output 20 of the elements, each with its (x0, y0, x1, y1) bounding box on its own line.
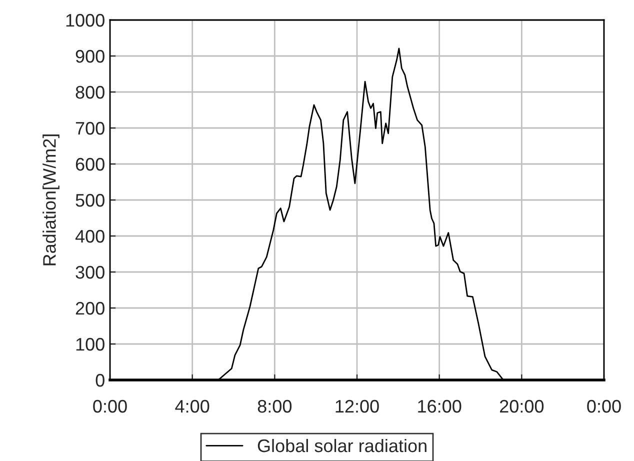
y-tick-label: 400 (75, 230, 104, 243)
x-tick-label: 20:00 (500, 400, 544, 413)
y-tick-label: 600 (76, 158, 104, 171)
y-tick-label: 100 (76, 338, 104, 351)
x-tick-label: 0:00 (93, 400, 127, 413)
y-tick-label: 500 (76, 194, 104, 207)
y-tick-label: 0 (96, 374, 104, 387)
y-tick-label: 300 (76, 266, 104, 279)
y-axis-title: Radiation[W/m2] (42, 134, 60, 266)
y-tick-label: 800 (76, 86, 104, 99)
y-tick-label: 200 (76, 302, 104, 315)
x-tick-label: 0:00 (587, 400, 621, 413)
y-tick-label: 1000 (66, 14, 104, 27)
x-tick-label: 16:00 (418, 400, 462, 413)
y-tick-label: 900 (76, 50, 104, 63)
y-tick-label: 700 (76, 122, 104, 135)
x-tick-label: 8:00 (258, 400, 292, 413)
x-tick-label: 4:00 (175, 400, 210, 413)
x-tick-label: 12:00 (336, 400, 379, 413)
legend-label: Global solar radiation (258, 438, 426, 452)
